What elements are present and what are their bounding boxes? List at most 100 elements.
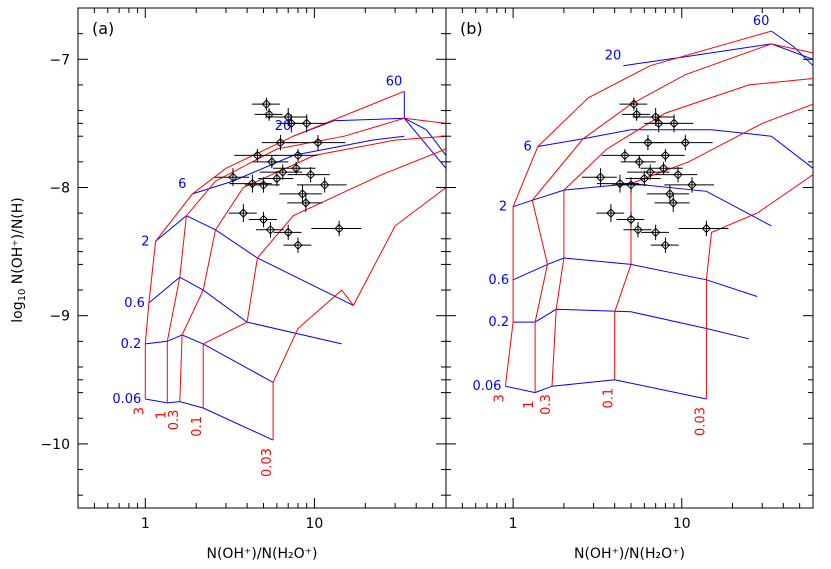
obs-point <box>293 240 303 250</box>
x-tick-label: 10 <box>673 516 691 532</box>
obs-point <box>620 150 630 161</box>
obs-point <box>265 225 276 235</box>
blue-label-0p2: 0.2 <box>121 337 142 352</box>
obs-point <box>283 227 293 238</box>
obs-point <box>673 169 683 180</box>
red-curve-1 <box>166 117 446 403</box>
obs-point <box>258 180 269 190</box>
red-label-0p1: 0.1 <box>602 388 617 409</box>
obs-point <box>252 150 263 161</box>
y-tick-label: −9 <box>49 309 70 325</box>
obs-point <box>297 189 308 199</box>
obs-point <box>665 189 675 199</box>
obs-point <box>238 208 249 218</box>
x-tick-label: 10 <box>305 516 323 532</box>
blue-curve-0p6 <box>512 257 758 297</box>
red-curve-0p3 <box>551 78 813 387</box>
obs-point <box>301 118 312 129</box>
blue-curve-0p2 <box>145 334 274 383</box>
obs-point <box>595 172 606 182</box>
obs-point <box>654 118 664 129</box>
obs-point <box>660 240 671 250</box>
red-curve-3 <box>144 90 405 399</box>
obs-point <box>319 180 330 190</box>
red-label-0p3: 0.3 <box>167 410 182 431</box>
obs-point <box>631 109 642 120</box>
red-label-0p1: 0.1 <box>190 416 205 437</box>
obs-point <box>668 198 678 208</box>
obs-point <box>606 208 616 218</box>
obs-point <box>286 118 297 129</box>
x-tick-label: 1 <box>141 516 150 532</box>
obs-point <box>629 99 639 109</box>
blue-label-60: 60 <box>386 74 403 89</box>
obs-point <box>264 109 274 120</box>
blue-label-20: 20 <box>275 119 292 134</box>
y-tick-label: −8 <box>49 180 70 196</box>
obs-point <box>660 150 671 161</box>
x-tick-label: 1 <box>509 516 518 532</box>
panel-label: (a) <box>92 19 114 38</box>
red-label-0p03: 0.03 <box>693 407 708 436</box>
y-tick-label: −10 <box>40 437 70 453</box>
red-label-3: 3 <box>492 394 507 402</box>
red-curve-3 <box>504 30 772 387</box>
plot-area <box>144 90 446 441</box>
blue-label-0p06: 0.06 <box>472 379 501 394</box>
blue-curve-2 <box>512 183 772 227</box>
y-axis-label: log10 N(OH⁺)/N(H) <box>10 197 28 323</box>
obs-point <box>267 157 277 167</box>
blue-label-2: 2 <box>141 234 149 249</box>
blue-label-6: 6 <box>523 139 531 154</box>
blue-label-60: 60 <box>753 14 770 29</box>
obs-point <box>633 225 643 235</box>
plot-frame <box>445 7 814 509</box>
blue-label-0p2: 0.2 <box>488 315 509 330</box>
obs-point <box>687 180 697 190</box>
obs-point <box>272 173 282 184</box>
blue-label-6: 6 <box>178 177 186 192</box>
obs-point <box>228 172 238 182</box>
x-axis-label: N(OH⁺)/N(H₂O⁺) <box>207 546 318 562</box>
blue-label-20: 20 <box>605 49 622 64</box>
obs-point <box>634 157 645 167</box>
y-axis-label-rest: N(OH⁺)/N(H) <box>10 197 26 288</box>
obs-point <box>313 137 323 148</box>
obs-point <box>626 214 636 225</box>
y-axis-label-main: log <box>10 301 26 322</box>
red-curve-0p3 <box>179 135 446 402</box>
obs-point <box>258 214 269 225</box>
red-label-3: 3 <box>132 407 147 415</box>
red-label-1: 1 <box>522 401 537 409</box>
obs-point <box>650 227 661 238</box>
red-curve-0p03 <box>705 174 813 399</box>
red-curve-0p1 <box>202 148 446 408</box>
red-label-0p3: 0.3 <box>539 394 554 415</box>
obs-point <box>275 137 286 148</box>
blue-curve-60 <box>403 91 446 156</box>
obs-point <box>305 169 316 180</box>
obs-point <box>669 118 679 129</box>
obs-point <box>639 173 650 184</box>
obs-point <box>278 167 288 177</box>
blue-curve-6 <box>537 129 813 169</box>
obs-point <box>645 167 655 177</box>
obs-point <box>301 198 311 208</box>
blue-label-0p06: 0.06 <box>112 392 141 407</box>
obs-point <box>701 223 712 234</box>
y-tick-label: −7 <box>49 52 70 68</box>
obs-point <box>334 223 344 234</box>
obs-point <box>261 99 272 109</box>
blue-curve-20 <box>293 117 446 169</box>
panel-label: (b) <box>460 19 483 38</box>
blue-label-2: 2 <box>499 200 507 215</box>
obs-point <box>615 178 625 189</box>
obs-point <box>658 163 669 173</box>
obs-point <box>626 180 636 190</box>
red-curve-1 <box>531 43 813 393</box>
plot-area <box>504 30 813 400</box>
red-label-1: 1 <box>154 411 169 419</box>
